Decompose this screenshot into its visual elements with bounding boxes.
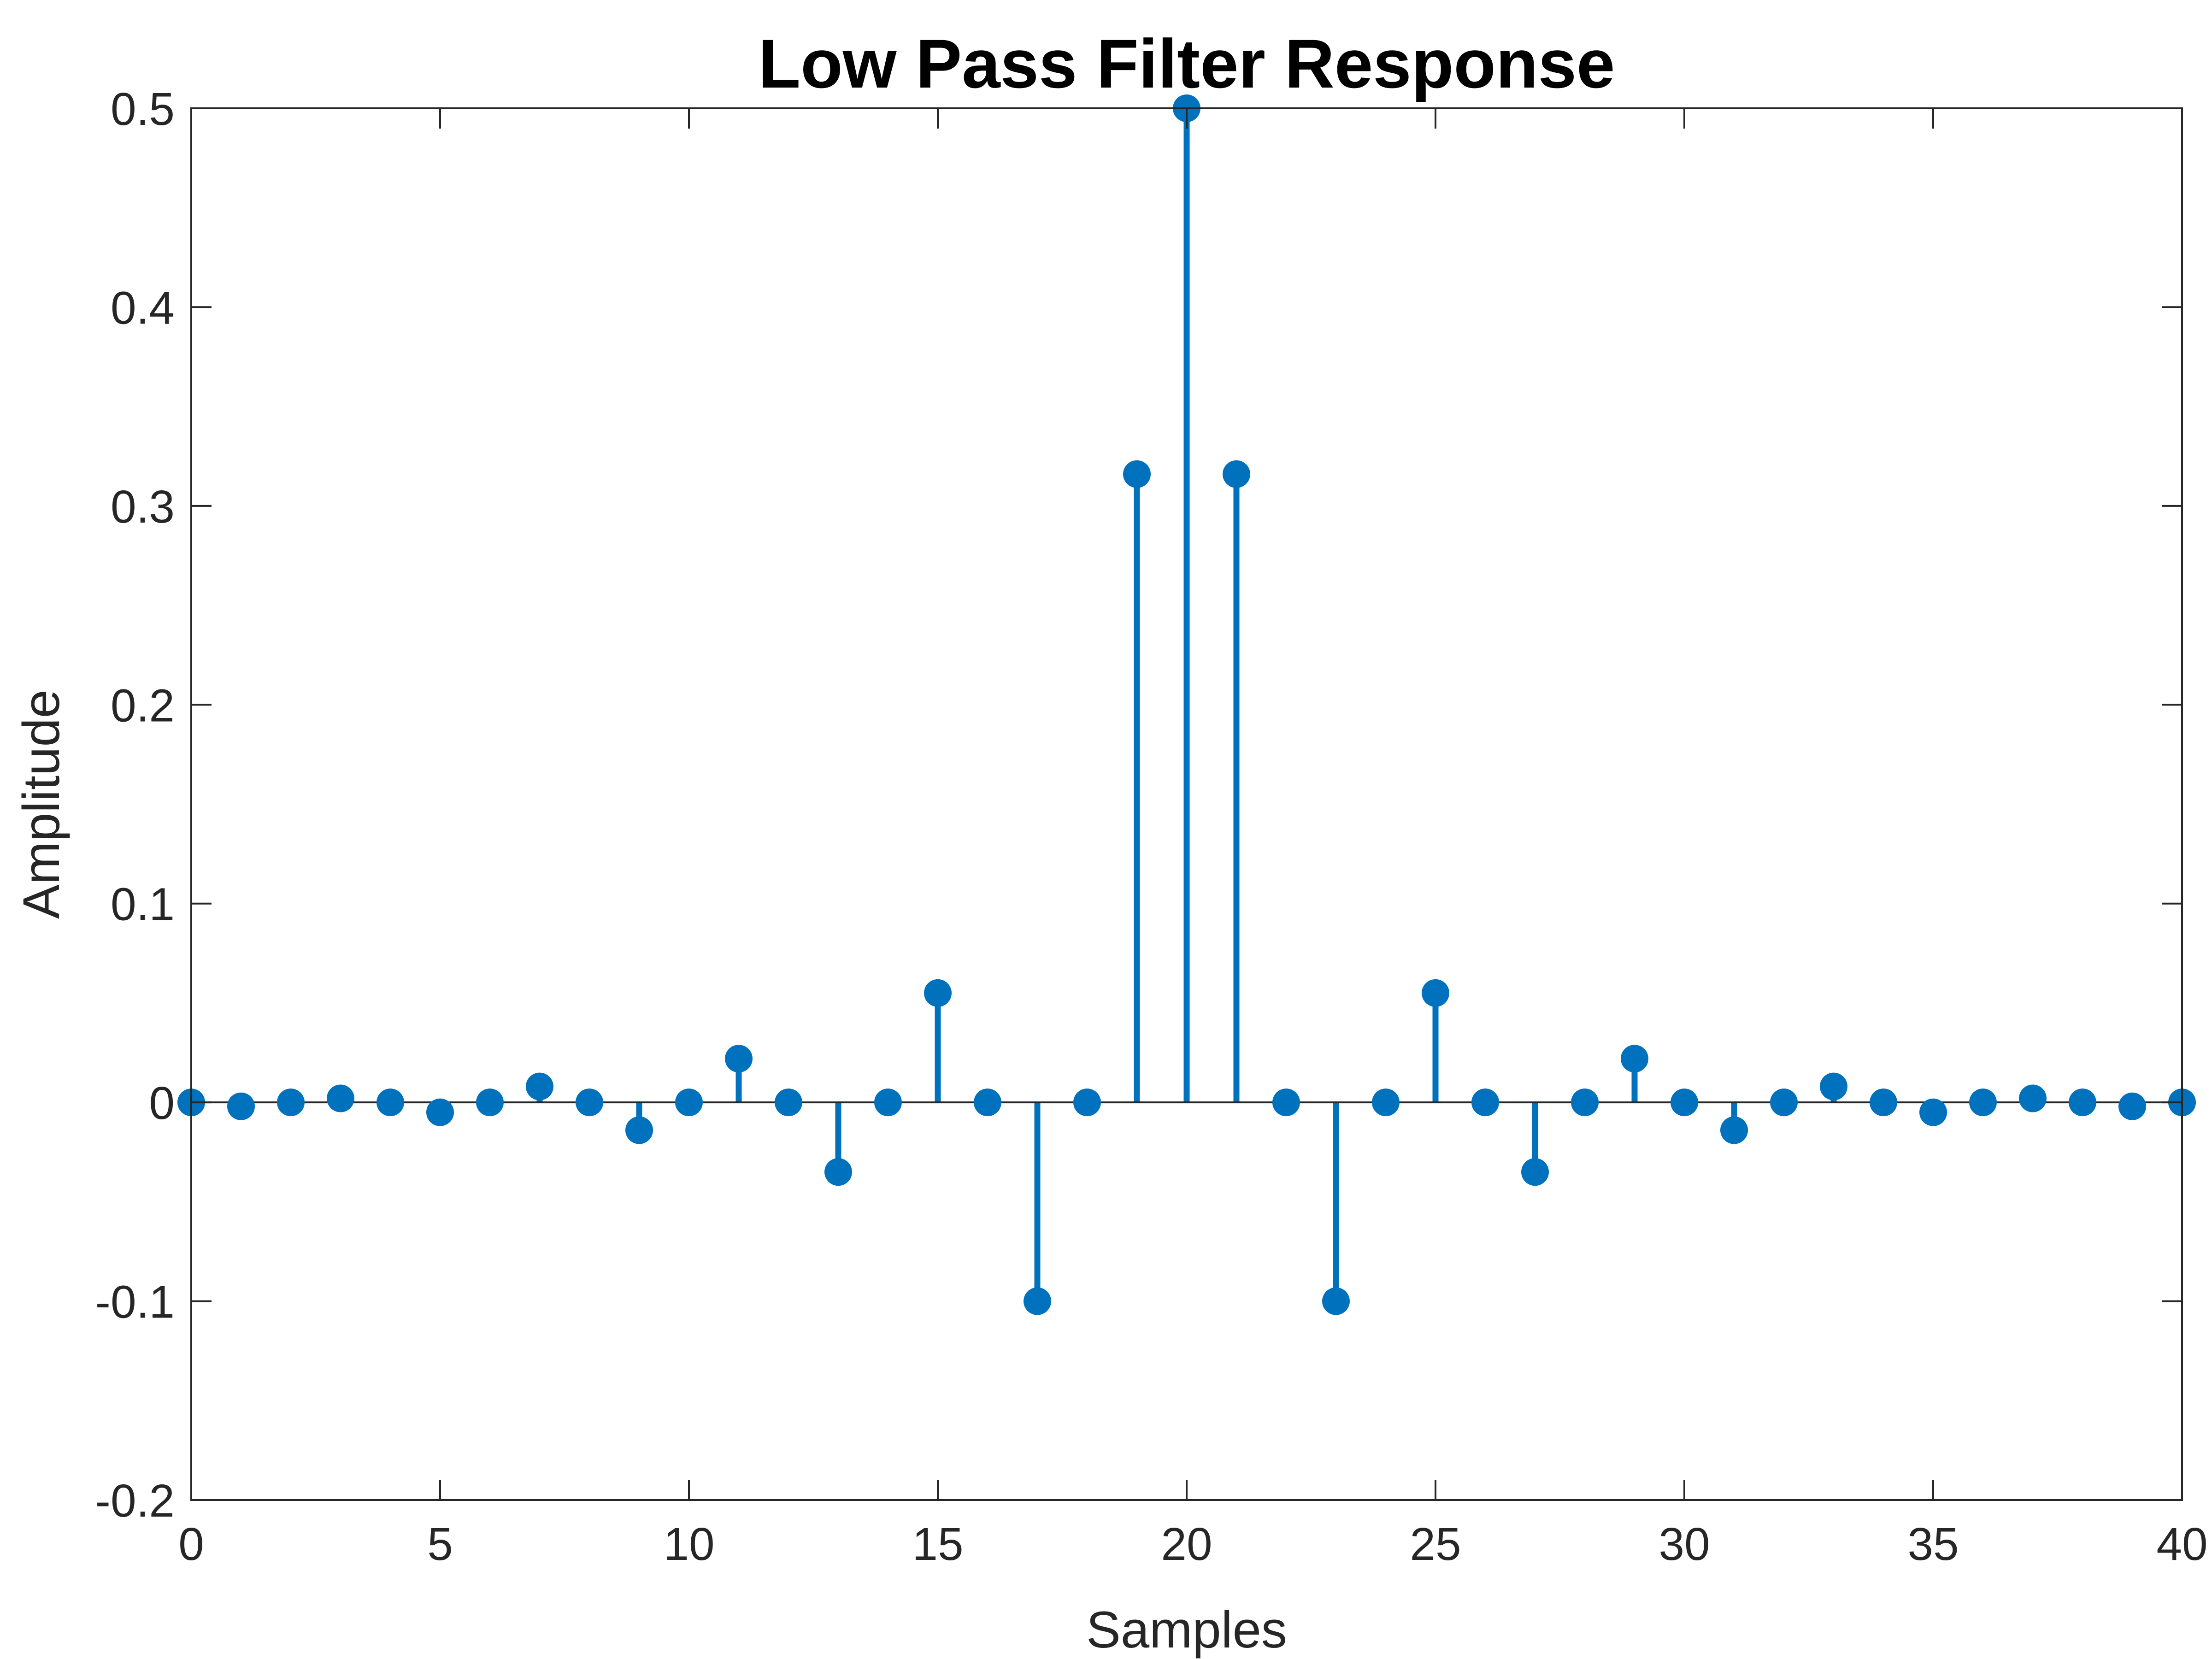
y-tick-label: 0.5: [111, 83, 175, 135]
stem-marker: [1919, 1098, 1947, 1126]
stem-marker: [1969, 1088, 1997, 1117]
stem-marker: [1671, 1088, 1698, 1117]
stem-marker: [1272, 1088, 1300, 1117]
stem-marker: [1770, 1088, 1798, 1117]
stem-marker: [1521, 1158, 1549, 1186]
stem-marker: [1870, 1088, 1897, 1117]
stem-marker: [576, 1088, 603, 1117]
stem-marker: [526, 1072, 553, 1100]
stem-marker: [1422, 979, 1449, 1007]
y-tick-label: 0.3: [111, 481, 175, 533]
stem-marker: [625, 1116, 653, 1144]
stem-marker: [1322, 1287, 1350, 1315]
y-tick-label: 0.2: [111, 680, 175, 731]
x-tick-label: 35: [1907, 1518, 1959, 1570]
stem-markers: [177, 94, 2196, 1315]
x-tick-label: 20: [1161, 1518, 1212, 1570]
y-axis-ticks: -0.2 -0.1 0 0.1 0.2 0.3 0.4 0.5: [95, 83, 2182, 1527]
y-tick-label: -0.1: [95, 1277, 175, 1328]
stem-marker: [1720, 1116, 1748, 1144]
stem-marker: [426, 1098, 454, 1126]
stem-marker: [2019, 1084, 2047, 1112]
y-tick-label: 0.1: [111, 879, 175, 930]
stem-marker: [874, 1088, 902, 1117]
stem-marker: [924, 979, 952, 1007]
stem-marker: [1073, 1088, 1101, 1117]
x-tick-label: 0: [178, 1518, 204, 1570]
y-tick-label: 0.4: [111, 282, 175, 334]
x-tick-label: 30: [1659, 1518, 1710, 1570]
stem-marker: [2069, 1088, 2096, 1117]
chart-title: Low Pass Filter Response: [759, 25, 1615, 102]
stem-marker: [1471, 1088, 1499, 1117]
x-tick-label: 40: [2156, 1518, 2207, 1570]
stem-marker: [377, 1088, 404, 1117]
stem-marker: [2118, 1092, 2146, 1120]
y-axis-label: Amplitude: [12, 689, 70, 919]
stem-marker: [327, 1084, 354, 1112]
stem-marker: [824, 1158, 852, 1186]
stem-marker: [1571, 1088, 1599, 1117]
stem-marker: [1820, 1072, 1847, 1100]
stem-marker: [974, 1088, 1001, 1117]
y-tick-label: -0.2: [95, 1475, 175, 1527]
x-axis-ticks: 0 5 10 15 20 25 30 35 40: [178, 108, 2208, 1570]
stem-marker: [725, 1045, 753, 1073]
stem-marker: [277, 1088, 305, 1117]
stem-marker: [675, 1088, 703, 1117]
stem-marker: [1024, 1287, 1051, 1315]
y-tick-label: 0: [149, 1077, 175, 1129]
x-tick-label: 15: [912, 1518, 963, 1570]
stem-marker: [476, 1088, 504, 1117]
stem-marker: [775, 1088, 802, 1117]
x-axis-label: Samples: [1086, 1601, 1287, 1659]
stem-marker: [1223, 460, 1250, 488]
stem-marker: [227, 1092, 255, 1120]
x-tick-label: 10: [663, 1518, 714, 1570]
stem-marker: [1621, 1045, 1648, 1073]
x-tick-label: 5: [427, 1518, 453, 1570]
stem-marker: [1123, 460, 1151, 488]
stem-marker: [1372, 1088, 1400, 1117]
x-tick-label: 25: [1410, 1518, 1461, 1570]
